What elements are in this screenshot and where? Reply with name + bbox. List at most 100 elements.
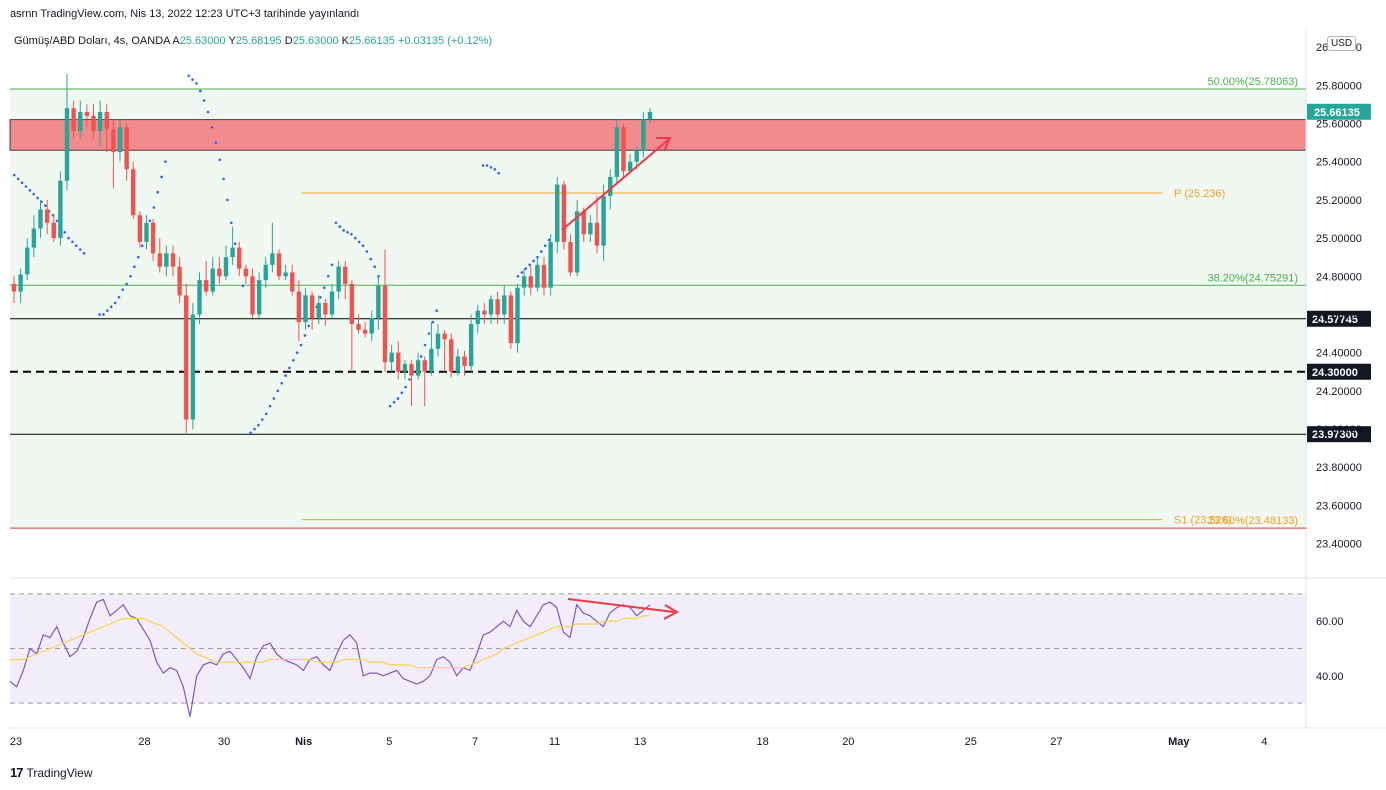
candle[interactable] [84,104,90,128]
candle[interactable] [290,264,295,296]
candle[interactable] [482,303,487,325]
level-8[interactable]: 23.97300 [10,426,1371,443]
candle[interactable] [369,310,374,342]
candle[interactable] [555,176,560,254]
rsi-line[interactable] [9,598,651,717]
level-4[interactable]: S1 (23.526) [302,515,1231,527]
candle[interactable] [541,257,547,296]
candle[interactable] [243,264,249,284]
candle[interactable] [588,215,593,242]
tradingview-logo[interactable]: 17 TradingView [10,765,93,780]
candle[interactable] [488,295,494,325]
level-3[interactable]: P (25.236) [302,188,1225,200]
candle[interactable] [256,272,262,319]
candle[interactable] [150,218,156,261]
resistance-zone[interactable] [9,119,1307,151]
currency-button[interactable]: USD [1327,36,1357,51]
candle[interactable] [51,215,56,242]
candle[interactable] [647,108,653,124]
candle[interactable] [329,283,335,319]
candle[interactable] [157,238,162,273]
candle[interactable] [594,196,600,254]
candle[interactable] [468,314,474,372]
candle[interactable] [435,324,441,357]
candle[interactable] [230,226,235,265]
candle[interactable] [223,245,229,281]
candle[interactable] [627,154,633,172]
candle[interactable] [203,260,209,296]
candle[interactable] [336,260,341,300]
candle[interactable] [71,100,76,139]
candle[interactable] [382,249,388,372]
candle[interactable] [455,348,461,376]
candle[interactable] [641,112,646,158]
candle[interactable] [568,234,573,277]
candle[interactable] [601,184,606,261]
candle[interactable] [343,260,348,300]
candle[interactable] [31,215,37,258]
candle[interactable] [18,268,23,303]
candle[interactable] [422,356,427,407]
candle[interactable] [210,257,215,296]
candle[interactable] [237,241,242,277]
candle[interactable] [124,123,129,181]
candle[interactable] [356,314,361,334]
candle[interactable] [44,199,50,235]
candle[interactable] [362,322,368,338]
candle[interactable] [429,322,434,376]
candle[interactable] [396,341,401,380]
level-7[interactable]: 24.30000 [10,363,1371,380]
candle[interactable] [521,268,527,296]
candle[interactable] [475,304,480,334]
candle[interactable] [197,272,202,325]
candle[interactable] [144,215,149,250]
rsi-divergence-arrow[interactable] [567,598,680,620]
level-1[interactable]: 38.20%(24.75291) [10,272,1306,286]
candle[interactable] [25,238,30,281]
candle[interactable] [515,283,520,353]
candle[interactable] [502,285,507,325]
candle[interactable] [561,180,567,250]
candle[interactable] [548,234,553,296]
candle[interactable] [581,207,586,242]
candle[interactable] [117,119,123,162]
candle[interactable] [296,280,302,342]
level-2[interactable]: 23.60%(23.48133) [10,515,1306,529]
candle[interactable] [111,119,116,189]
candle[interactable] [323,299,328,326]
candle[interactable] [91,104,96,139]
candle[interactable] [574,199,580,277]
candle[interactable] [495,291,500,325]
candle[interactable] [131,161,136,219]
candle[interactable] [250,268,255,319]
candle[interactable] [415,352,421,380]
candle[interactable] [621,123,626,177]
candle[interactable] [309,291,315,330]
trend-arrow[interactable] [561,137,672,231]
candle[interactable] [78,100,83,139]
candle[interactable] [402,360,408,380]
candle[interactable] [58,171,63,246]
candle[interactable] [508,291,514,349]
symbol-name[interactable]: Gümüş/ABD Doları, 4s, OANDA [14,35,170,47]
candle[interactable] [38,199,43,239]
candle[interactable] [442,329,447,372]
candle[interactable] [349,280,355,372]
candle[interactable] [97,100,103,147]
rsi-ma-line[interactable] [10,615,650,669]
level-6[interactable]: 24.57745 [10,310,1371,327]
candle[interactable] [11,276,17,303]
candle[interactable] [137,211,143,248]
candle[interactable] [263,257,268,288]
candle[interactable] [177,257,182,303]
candle[interactable] [190,303,196,430]
candle[interactable] [303,287,308,330]
candle[interactable] [164,245,169,277]
candle[interactable] [276,249,282,281]
candle[interactable] [462,350,467,376]
candle[interactable] [283,264,288,281]
candle[interactable] [64,73,70,191]
candle[interactable] [316,295,321,325]
candle[interactable] [104,104,109,153]
